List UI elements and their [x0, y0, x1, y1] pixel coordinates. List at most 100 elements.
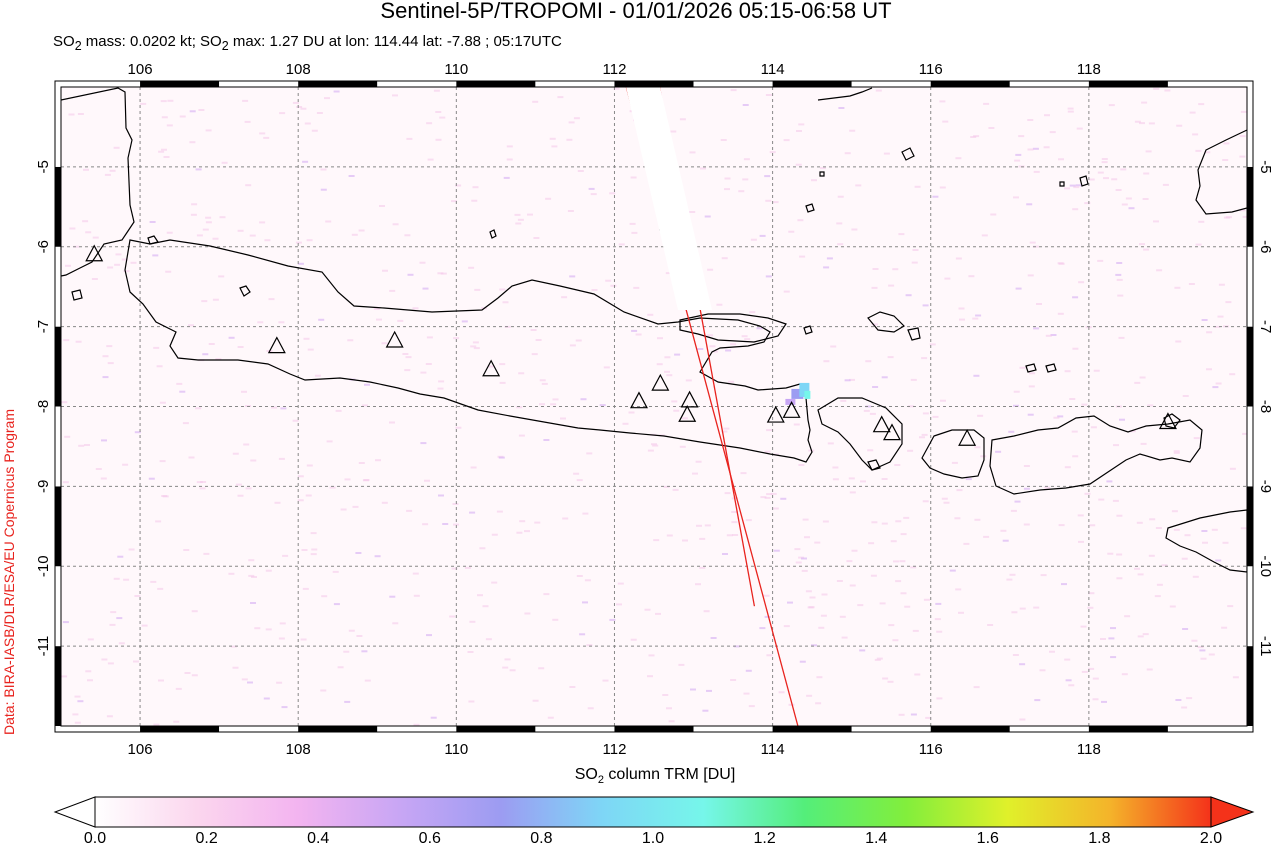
noise-pixel	[295, 241, 302, 244]
noise-pixel	[764, 496, 771, 499]
noise-pixel	[1053, 416, 1060, 419]
noise-pixel	[741, 335, 748, 338]
noise-pixel	[551, 145, 558, 148]
noise-pixel	[452, 503, 459, 505]
noise-pixel	[364, 679, 371, 682]
noise-pixel	[329, 486, 336, 489]
noise-pixel	[176, 382, 183, 385]
lat-label-left: -8	[35, 400, 52, 413]
colorbar-tick-label: 1.0	[641, 830, 665, 847]
noise-pixel	[1108, 104, 1115, 107]
noise-pixel	[158, 150, 165, 153]
noise-pixel	[74, 721, 81, 724]
noise-pixel	[836, 222, 843, 225]
noise-pixel	[504, 658, 511, 661]
noise-pixel	[949, 569, 956, 572]
noise-pixel	[62, 481, 69, 484]
noise-pixel	[254, 627, 261, 630]
noise-pixel	[1098, 498, 1105, 501]
noise-pixel	[1208, 653, 1215, 656]
noise-pixel	[973, 686, 980, 689]
noise-pixel	[1193, 437, 1200, 440]
colorbar-over-arrow	[1210, 796, 1255, 828]
noise-pixel	[1121, 673, 1128, 676]
noise-pixel	[1211, 528, 1218, 531]
noise-pixel	[798, 123, 805, 126]
noise-pixel	[468, 266, 475, 269]
noise-pixel	[472, 341, 479, 344]
noise-pixel	[453, 337, 460, 340]
noise-pixel	[723, 427, 730, 430]
noise-pixel	[516, 531, 523, 534]
noise-pixel	[1139, 376, 1146, 379]
noise-pixel	[333, 90, 340, 93]
noise-pixel	[766, 493, 773, 496]
noise-pixel	[703, 610, 710, 613]
noise-pixel	[469, 511, 476, 514]
border-segment	[55, 406, 61, 487]
noise-pixel	[348, 629, 355, 632]
noise-pixel	[321, 595, 328, 598]
noise-pixel	[730, 343, 737, 346]
noise-pixel	[893, 560, 899, 563]
noise-pixel	[765, 94, 772, 96]
noise-pixel	[195, 168, 202, 171]
noise-pixel	[879, 602, 886, 605]
noise-pixel	[200, 481, 207, 483]
noise-pixel	[814, 541, 821, 544]
noise-pixel	[925, 716, 932, 719]
noise-pixel	[783, 290, 790, 293]
noise-pixel	[609, 192, 616, 195]
noise-pixel	[152, 254, 159, 257]
noise-pixel	[1121, 203, 1128, 206]
noise-pixel	[1173, 528, 1180, 531]
volcano-icon	[766, 405, 785, 423]
noise-pixel	[955, 157, 962, 160]
noise-pixel	[188, 324, 194, 327]
noise-pixel	[765, 275, 772, 278]
noise-pixel	[830, 345, 837, 348]
colorbar-under-arrow	[53, 796, 96, 828]
noise-pixel	[819, 167, 826, 170]
noise-pixel	[1027, 148, 1034, 151]
noise-pixel	[117, 555, 124, 558]
lon-label-top: 110	[444, 61, 468, 78]
noise-pixel	[413, 723, 420, 726]
noise-pixel	[668, 720, 675, 723]
noise-pixel	[306, 239, 313, 242]
noise-pixel	[586, 452, 593, 455]
noise-pixel	[860, 480, 866, 483]
noise-pixel	[153, 723, 160, 726]
noise-pixel	[673, 409, 680, 412]
noise-pixel	[914, 673, 921, 676]
noise-pixel	[189, 110, 196, 113]
noise-pixel	[809, 596, 816, 599]
noise-pixel	[1148, 122, 1155, 125]
noise-pixel	[1049, 650, 1055, 653]
noise-pixel	[437, 272, 444, 275]
noise-pixel	[815, 702, 822, 705]
noise-pixel	[259, 221, 266, 224]
lon-label-bottom: 114	[761, 741, 785, 758]
noise-pixel	[189, 141, 196, 144]
noise-pixel	[1014, 159, 1021, 162]
noise-pixel	[502, 301, 509, 304]
noise-pixel	[1175, 699, 1182, 701]
noise-pixel	[150, 580, 157, 583]
noise-pixel	[1182, 628, 1189, 630]
noise-pixel	[208, 343, 215, 345]
noise-pixel	[865, 360, 872, 363]
lon-label-bottom: 108	[286, 741, 311, 758]
noise-pixel	[453, 523, 459, 526]
noise-pixel	[1015, 287, 1022, 290]
colorbar-tick-label: 1.2	[753, 830, 776, 847]
noise-pixel	[631, 329, 638, 332]
border-segment	[1247, 646, 1253, 726]
noise-pixel	[219, 216, 226, 219]
noise-pixel	[900, 592, 907, 595]
noise-pixel	[382, 269, 388, 272]
noise-pixel	[631, 231, 638, 234]
noise-pixel	[265, 569, 272, 572]
noise-pixel	[78, 444, 85, 447]
noise-pixel	[407, 273, 414, 276]
